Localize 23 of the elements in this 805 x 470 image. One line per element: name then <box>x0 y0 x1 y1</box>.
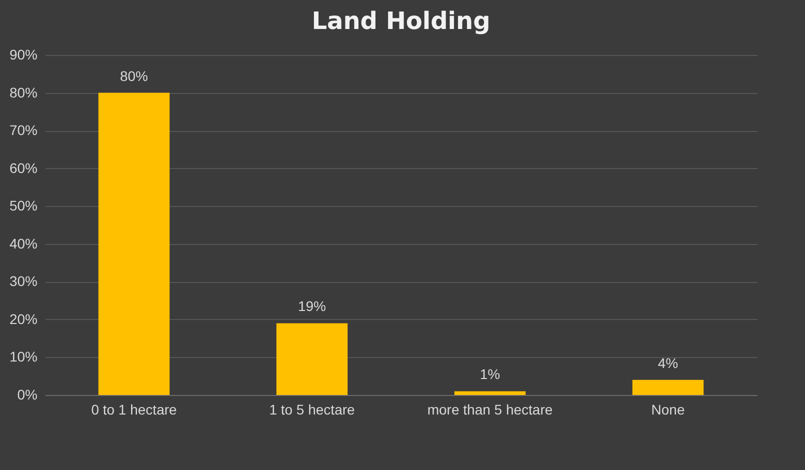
y-tick-label: 10% <box>9 348 38 365</box>
data-label: 4% <box>658 354 678 371</box>
y-tick-label: 80% <box>9 84 38 100</box>
x-tick-label: more than 5 hectare <box>427 402 553 418</box>
y-tick-label: 90% <box>9 46 38 62</box>
y-tick-label: 0% <box>17 386 38 402</box>
x-tick-label: 1 to 5 hectare <box>269 402 356 418</box>
bar <box>454 391 526 395</box>
y-tick-label: 60% <box>9 160 38 176</box>
chart-title: Land Holding <box>312 7 490 35</box>
bar <box>98 92 170 395</box>
y-tick-label: 50% <box>9 198 38 214</box>
data-label: 1% <box>480 366 500 382</box>
data-label: 19% <box>298 298 326 314</box>
x-tick-label: 0 to 1 hectare <box>91 402 178 418</box>
y-tick-label: 30% <box>9 273 38 290</box>
data-label: 80% <box>120 68 148 84</box>
y-tick-label: 40% <box>9 235 38 252</box>
x-tick-label: None <box>651 402 685 418</box>
y-tick-label: 20% <box>9 310 38 327</box>
y-tick-label: 70% <box>9 122 38 138</box>
bar <box>632 380 704 395</box>
bar <box>276 323 348 395</box>
